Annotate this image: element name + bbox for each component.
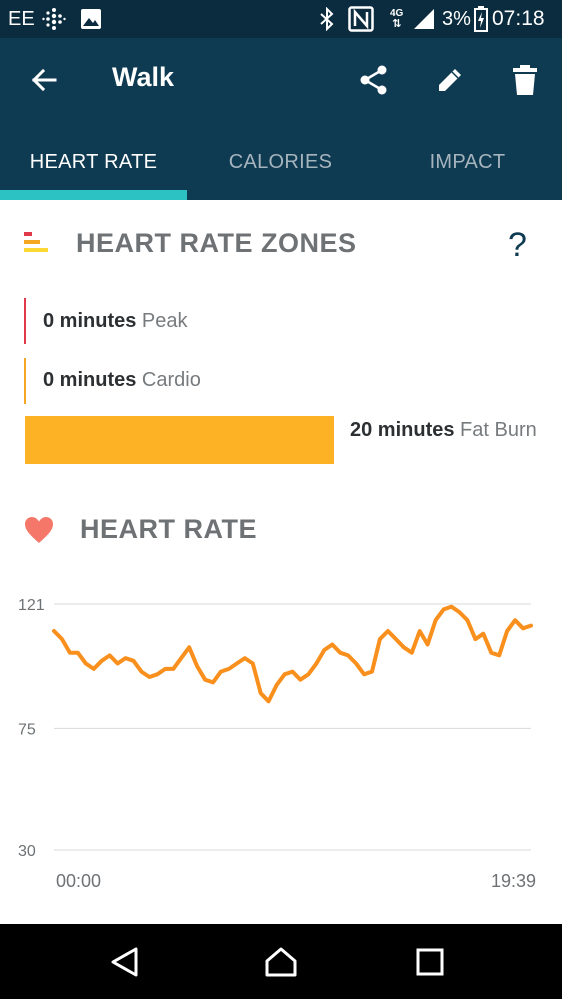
help-icon[interactable]: ? xyxy=(508,226,527,264)
heart-rate-chart: 121 75 30 00:00 19:39 xyxy=(18,597,536,891)
system-nav-bar xyxy=(0,924,562,999)
home-icon[interactable] xyxy=(257,942,305,982)
y-tick-label: 30 xyxy=(18,843,36,860)
signal-icon xyxy=(412,0,436,38)
battery-charging-icon xyxy=(474,0,488,38)
peak-zone-marker xyxy=(24,298,26,344)
zones-title: HEART RATE ZONES xyxy=(76,228,357,258)
clock: 07:18 xyxy=(492,7,545,30)
fat-burn-minutes: 20 minutes xyxy=(350,419,455,441)
delete-icon[interactable] xyxy=(505,60,545,100)
tab-heart-rate[interactable]: HEART RATE xyxy=(29,150,158,173)
fat-burn-label: Fat Burn xyxy=(460,419,537,441)
cardio-label: Cardio xyxy=(141,369,201,391)
peak-zone-row: 0 minutes Peak xyxy=(43,310,188,333)
nfc-icon xyxy=(348,0,374,38)
back-arrow-icon[interactable] xyxy=(24,60,64,100)
main-content: HEART RATE ZONES ? 0 minutes Peak 0 minu… xyxy=(0,200,562,924)
x-tick-label: 19:39 xyxy=(491,871,536,891)
active-tab-indicator xyxy=(0,190,187,200)
status-bar: EE 4G ⇅ 3% xyxy=(0,0,562,38)
x-tick-label: 00:00 xyxy=(56,871,101,891)
back-triangle-icon[interactable] xyxy=(101,942,149,982)
cardio-zone-marker xyxy=(24,358,26,404)
zones-bars-icon xyxy=(24,232,50,259)
fat-burn-bar xyxy=(25,416,334,464)
fat-burn-row: 20 minutes Fat Burn xyxy=(350,416,540,444)
tab-bar: HEART RATE CALORIES IMPACT xyxy=(0,124,562,200)
peak-label: Peak xyxy=(141,310,188,332)
tab-calories[interactable]: CALORIES xyxy=(228,150,333,173)
image-notification-icon xyxy=(80,0,102,38)
peak-minutes: 0 minutes xyxy=(43,310,137,332)
fitbit-notification-icon xyxy=(42,0,66,38)
heart-rate-title: HEART RATE xyxy=(80,514,257,544)
battery-percent: 3% xyxy=(442,7,471,30)
bluetooth-icon xyxy=(318,0,336,38)
cardio-minutes: 0 minutes xyxy=(43,369,137,391)
page-title: Walk xyxy=(112,62,175,92)
y-axis-ticks: 121 75 30 xyxy=(18,597,45,860)
heart-icon xyxy=(24,516,54,549)
chart-grid xyxy=(54,603,531,851)
x-axis-ticks: 00:00 19:39 xyxy=(56,871,536,891)
carrier-label: EE xyxy=(8,7,35,30)
recents-icon[interactable] xyxy=(406,942,454,982)
tab-impact[interactable]: IMPACT xyxy=(429,150,506,173)
edit-icon[interactable] xyxy=(430,60,470,100)
cardio-zone-row: 0 minutes Cardio xyxy=(43,369,201,392)
heart-rate-series-line xyxy=(52,604,533,704)
share-icon[interactable] xyxy=(354,60,394,100)
network-type-icon: 4G ⇅ xyxy=(390,8,404,30)
y-tick-label: 75 xyxy=(18,721,36,738)
app-bar: Walk xyxy=(0,38,562,124)
network-type-label: 4G xyxy=(390,8,404,19)
y-tick-label: 121 xyxy=(18,597,45,614)
